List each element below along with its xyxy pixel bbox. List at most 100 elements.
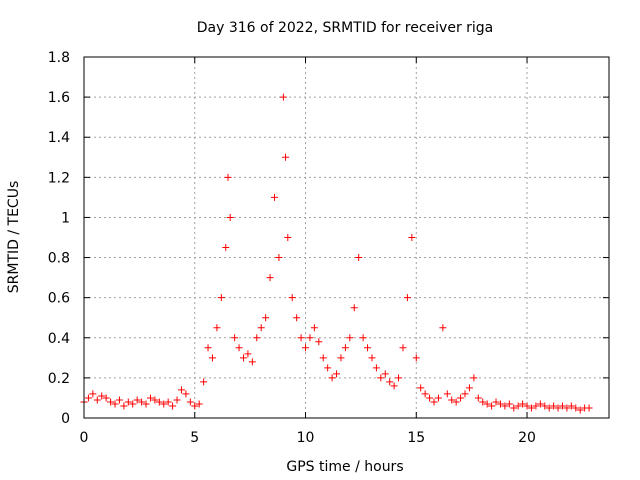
data-point bbox=[434, 394, 442, 402]
data-point bbox=[496, 400, 504, 408]
data-point bbox=[200, 378, 208, 386]
data-point bbox=[341, 344, 349, 352]
data-point bbox=[483, 400, 491, 408]
data-point bbox=[302, 344, 310, 352]
data-point bbox=[93, 396, 101, 404]
y-tick-label: 0 bbox=[61, 411, 70, 427]
data-point bbox=[479, 398, 487, 406]
data-point bbox=[191, 402, 199, 410]
data-point bbox=[364, 344, 372, 352]
data-point bbox=[288, 294, 296, 302]
data-point bbox=[474, 394, 482, 402]
data-point bbox=[182, 390, 190, 398]
data-point bbox=[235, 344, 243, 352]
data-point bbox=[160, 400, 168, 408]
data-point bbox=[186, 398, 194, 406]
data-point bbox=[315, 338, 323, 346]
data-point bbox=[129, 400, 137, 408]
data-point bbox=[310, 324, 318, 332]
data-point bbox=[284, 234, 292, 241]
data-point bbox=[98, 392, 106, 400]
y-tick-label: 0.2 bbox=[48, 371, 70, 387]
data-point bbox=[519, 400, 527, 408]
data-point bbox=[89, 390, 97, 398]
data-point bbox=[412, 354, 420, 362]
data-point bbox=[257, 324, 265, 332]
data-point bbox=[536, 400, 544, 408]
data-point bbox=[417, 384, 425, 392]
data-point bbox=[155, 398, 163, 406]
data-point bbox=[514, 402, 522, 410]
data-point bbox=[359, 334, 367, 342]
data-point bbox=[390, 382, 398, 390]
data-point bbox=[554, 404, 562, 412]
data-point bbox=[488, 402, 496, 410]
data-point bbox=[368, 354, 376, 362]
data-point bbox=[395, 374, 403, 382]
data-point bbox=[275, 254, 283, 262]
y-tick-label: 1 bbox=[61, 210, 70, 226]
data-point bbox=[222, 244, 230, 252]
data-point bbox=[248, 358, 256, 366]
y-tick-label: 1.4 bbox=[48, 130, 70, 146]
data-point bbox=[403, 294, 411, 302]
data-point bbox=[439, 324, 447, 332]
data-point bbox=[377, 374, 385, 382]
data-point bbox=[465, 384, 473, 392]
data-point bbox=[173, 396, 181, 404]
data-point bbox=[293, 314, 301, 322]
data-point bbox=[426, 394, 434, 402]
data-point bbox=[177, 386, 185, 394]
data-point bbox=[146, 394, 154, 402]
chart-title: Day 316 of 2022, SRMTID for receiver rig… bbox=[197, 20, 494, 36]
data-point bbox=[337, 354, 345, 362]
data-point bbox=[138, 398, 146, 406]
x-tick-label: 15 bbox=[407, 430, 425, 446]
data-point bbox=[372, 364, 380, 372]
data-point bbox=[124, 398, 132, 406]
data-point bbox=[239, 354, 247, 362]
data-point bbox=[523, 402, 531, 410]
data-point bbox=[226, 213, 234, 221]
data-point bbox=[510, 404, 518, 412]
data-point bbox=[443, 390, 451, 398]
data-point bbox=[457, 394, 465, 402]
data-point bbox=[545, 404, 553, 412]
data-point bbox=[350, 304, 358, 312]
data-point bbox=[319, 354, 327, 362]
data-point bbox=[169, 402, 177, 410]
x-tick-label: 20 bbox=[518, 430, 536, 446]
data-point bbox=[208, 354, 216, 362]
y-tick-label: 1.6 bbox=[48, 90, 70, 106]
data-point bbox=[266, 274, 274, 282]
data-point bbox=[306, 334, 314, 342]
data-point bbox=[430, 398, 438, 406]
data-point bbox=[297, 334, 305, 342]
data-point bbox=[421, 390, 429, 398]
data-point bbox=[328, 374, 336, 382]
data-point bbox=[164, 398, 172, 406]
data-point bbox=[151, 396, 159, 404]
y-tick-label: 0.8 bbox=[48, 251, 70, 267]
data-point bbox=[102, 394, 110, 402]
data-point bbox=[355, 254, 363, 262]
data-point bbox=[492, 398, 500, 406]
data-point bbox=[204, 344, 212, 352]
data-point bbox=[213, 324, 221, 332]
y-axis-label: SRMTID / TECUs bbox=[6, 181, 22, 294]
data-point bbox=[333, 370, 341, 378]
data-point bbox=[271, 193, 279, 201]
data-point bbox=[461, 390, 469, 398]
x-tick-label: 10 bbox=[297, 430, 315, 446]
x-axis-label: GPS time / hours bbox=[286, 459, 403, 475]
axis-ticks: 0 0.2 0.4 0.6 0.8 1 1.2 1.4 1.6 1.8 0 5 10 15 20 bbox=[48, 50, 609, 446]
data-point bbox=[262, 314, 270, 322]
data-point bbox=[399, 344, 407, 352]
data-points bbox=[80, 93, 593, 414]
data-point bbox=[107, 398, 115, 406]
data-point bbox=[563, 404, 571, 412]
data-point bbox=[408, 234, 416, 241]
data-point bbox=[567, 402, 575, 410]
data-point bbox=[84, 394, 92, 402]
